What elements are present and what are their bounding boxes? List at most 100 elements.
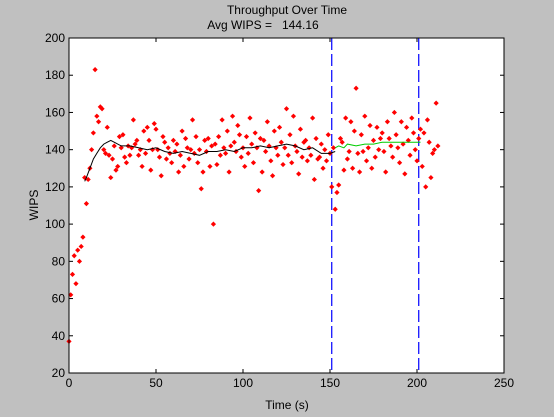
data-point (290, 113, 297, 119)
data-point (257, 135, 263, 142)
data-point (416, 135, 422, 142)
data-point (346, 148, 352, 155)
data-point (334, 189, 340, 196)
data-point (85, 176, 91, 183)
data-point (289, 160, 295, 166)
x-tick-label: 150 (320, 376, 340, 390)
data-point (182, 135, 189, 142)
data-point (430, 150, 436, 156)
data-point (221, 145, 227, 151)
data-point (75, 247, 81, 253)
data-point (259, 169, 265, 175)
data-point (229, 113, 236, 119)
data-point (238, 154, 244, 160)
data-point (301, 139, 307, 145)
y-tick-label: 80 (52, 254, 66, 268)
data-point (177, 152, 183, 158)
data-point (158, 173, 164, 179)
data-point (200, 169, 206, 175)
data-point (428, 174, 434, 181)
data-point (193, 134, 199, 140)
data-point (108, 174, 114, 181)
data-point (250, 160, 257, 166)
data-point (99, 106, 105, 112)
data-point (405, 137, 411, 143)
steady-state-average-line (334, 141, 421, 149)
data-point (210, 221, 217, 227)
data-point (424, 117, 431, 123)
data-point (198, 186, 204, 192)
data-point (80, 234, 86, 240)
data-point (297, 126, 304, 132)
data-point (318, 141, 324, 147)
data-point (355, 150, 361, 156)
data-point (243, 134, 250, 140)
data-point (423, 184, 429, 190)
data-point (268, 158, 274, 164)
data-point (383, 169, 389, 175)
moving-average-line (84, 139, 336, 182)
data-point (104, 124, 110, 130)
data-point (282, 145, 288, 151)
data-point (90, 130, 96, 136)
data-point (134, 137, 140, 143)
data-point (310, 115, 316, 121)
data-point (397, 160, 403, 166)
data-point (377, 135, 384, 142)
data-point (421, 130, 427, 136)
data-point (73, 281, 79, 287)
data-point (118, 145, 124, 151)
data-point (89, 147, 95, 153)
data-point (195, 160, 201, 166)
data-point (188, 147, 194, 153)
data-point (419, 163, 425, 170)
data-point (403, 124, 410, 130)
data-point (219, 117, 225, 123)
data-point (435, 143, 441, 149)
data-point (116, 134, 123, 140)
data-point (71, 253, 77, 259)
data-point (362, 113, 368, 119)
data-point (109, 156, 116, 162)
data-point (228, 143, 234, 149)
data-point (235, 122, 241, 129)
y-tick-label: 120 (45, 180, 65, 194)
chart-title: Throughput Over Time (227, 3, 347, 17)
data-point (287, 132, 293, 138)
data-point (283, 106, 290, 112)
data-point (202, 137, 208, 143)
data-point (336, 182, 342, 188)
data-point (156, 154, 163, 160)
data-point (276, 124, 283, 130)
data-point (209, 143, 215, 149)
data-point (330, 145, 337, 151)
x-tick-label: 200 (407, 376, 427, 390)
data-point (113, 167, 119, 173)
data-point (196, 147, 203, 153)
data-point (393, 132, 399, 138)
data-point (376, 147, 382, 153)
plot-area (69, 38, 504, 373)
data-point (163, 156, 170, 162)
data-point (402, 171, 408, 177)
data-point (214, 161, 220, 168)
x-tick-label: 100 (233, 376, 253, 390)
data-point (374, 124, 380, 130)
data-point (322, 147, 328, 153)
data-point (115, 163, 121, 170)
data-point (245, 150, 251, 156)
data-point (223, 150, 229, 156)
data-point (256, 188, 262, 194)
data-point (269, 173, 276, 179)
data-point (299, 154, 305, 160)
data-point (390, 154, 396, 160)
data-point (111, 143, 117, 149)
data-point (224, 128, 230, 134)
y-tick-label: 180 (45, 68, 65, 82)
y-tick-label: 200 (45, 31, 65, 45)
data-point (141, 128, 147, 134)
data-point (316, 154, 323, 160)
data-point (165, 145, 171, 151)
data-point (285, 152, 291, 158)
data-point (169, 160, 175, 166)
